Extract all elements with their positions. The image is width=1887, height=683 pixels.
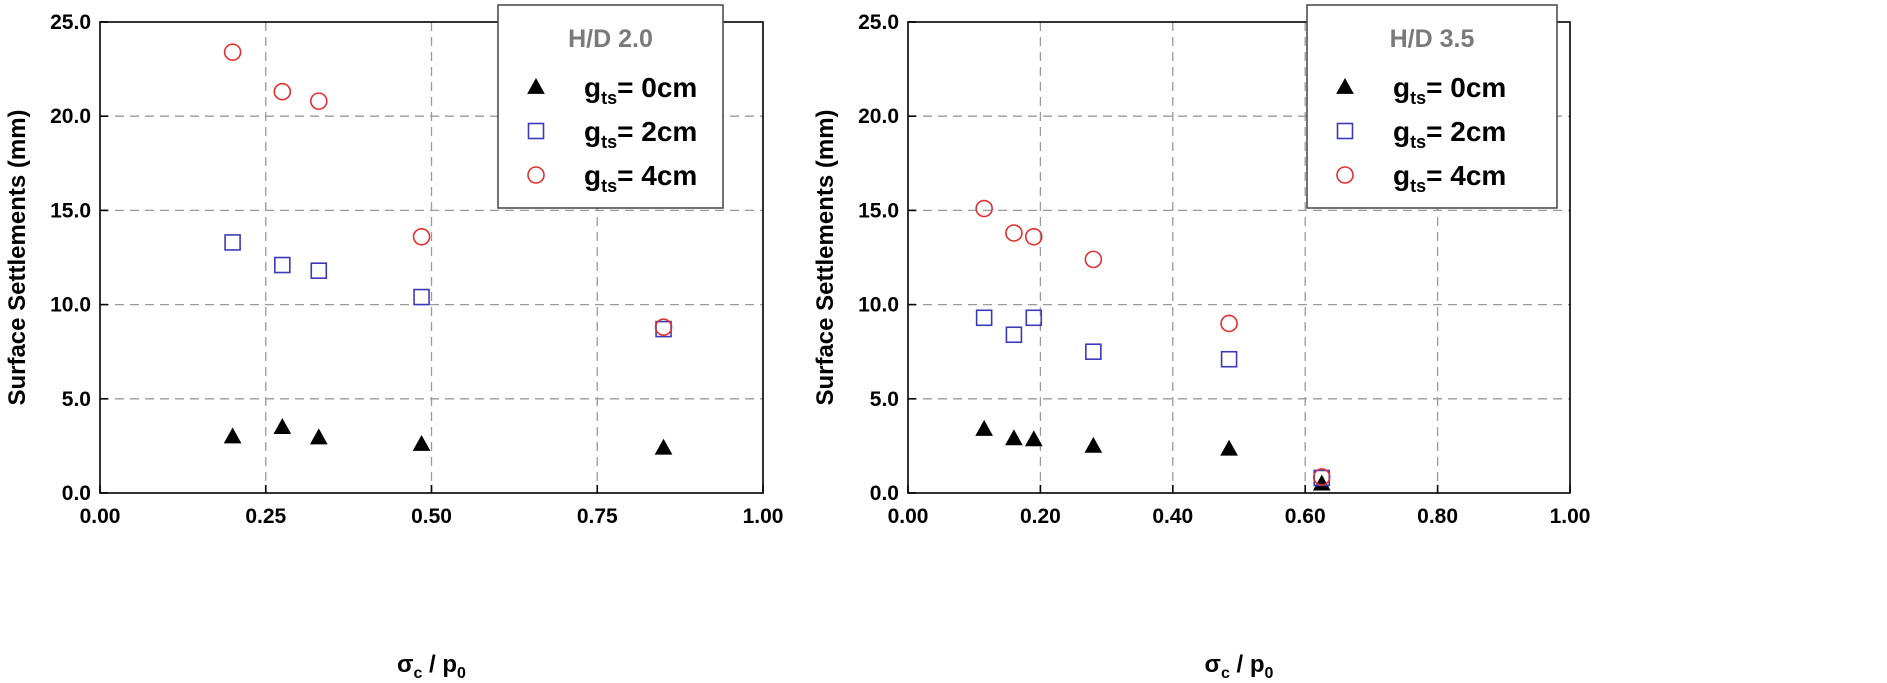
y-tick-label: 0.0	[62, 482, 91, 505]
data-point	[1005, 224, 1023, 242]
legend-label: gts= 0cm	[584, 72, 697, 108]
x-tick-label: 0.80	[1417, 505, 1458, 528]
data-point	[412, 434, 431, 451]
data-point	[310, 262, 328, 279]
y-tick-label: 5.0	[62, 388, 91, 411]
data-point	[1025, 309, 1043, 327]
plot-frame	[907, 21, 1571, 494]
y-tick-label: 10.0	[50, 294, 91, 317]
data-point	[975, 199, 993, 218]
x-tick-label: 0.20	[1020, 505, 1061, 528]
data-point	[1024, 227, 1043, 246]
legend-marker	[527, 122, 545, 140]
legend: H/D 3.5 gts= 0cm gts= 2cm gts= 4cm	[1306, 4, 1558, 209]
data-point	[1005, 326, 1023, 344]
legend-marker	[527, 166, 545, 184]
legend-box	[497, 4, 724, 209]
data-point	[223, 427, 242, 444]
data-point	[1005, 429, 1023, 446]
x-tick-label: 0.40	[1152, 505, 1193, 528]
data-point	[273, 82, 292, 101]
legend-box	[1306, 4, 1558, 209]
series-0cm	[223, 418, 673, 455]
x-tick-label: 0.25	[245, 505, 286, 528]
chart-panel-2: 0.00 0.20 0.40 0.60 0.80 1.00 0.0 5.0 10.0 15.0 20…	[812, 4, 1591, 682]
y-tick-label: 15.0	[50, 199, 91, 222]
data-point	[975, 309, 993, 327]
data-point	[309, 92, 328, 110]
legend-title: H/D 3.5	[1390, 25, 1475, 53]
y-tick-label: 25.0	[50, 11, 91, 34]
data-point	[1084, 250, 1103, 269]
data-point	[1312, 468, 1331, 486]
series-4cm	[975, 199, 1331, 486]
data-point	[1220, 439, 1238, 456]
data-point	[273, 418, 292, 434]
data-point	[975, 419, 993, 436]
y-tick-label: 10.0	[858, 294, 899, 317]
y-axis-title: Surface Settlements (mm)	[812, 109, 839, 405]
legend-marker	[1336, 122, 1354, 140]
x-tick-label: 0.00	[80, 505, 121, 528]
data-point	[1085, 343, 1102, 361]
legend-label: gts= 0cm	[1393, 72, 1506, 108]
data-point	[1024, 430, 1043, 447]
y-tick-label: 5.0	[870, 388, 899, 411]
data-point	[654, 318, 673, 337]
x-axis-title: σc / p0	[397, 651, 466, 682]
data-point	[274, 256, 291, 274]
data-point	[1220, 314, 1238, 333]
data-point	[654, 438, 673, 455]
y-tick-label: 0.0	[870, 482, 899, 505]
data-point	[1312, 474, 1331, 491]
x-tick-label: 0.60	[1285, 505, 1326, 528]
data-point	[1084, 436, 1103, 453]
data-point	[223, 43, 242, 61]
y-tick-label: 25.0	[858, 11, 899, 34]
y-tick-label: 20.0	[50, 105, 91, 128]
legend-label: gts= 4cm	[584, 160, 697, 196]
data-point	[224, 234, 241, 251]
x-tick-label: 0.00	[888, 505, 929, 528]
x-tick-label: 1.00	[1550, 505, 1591, 528]
y-tick-label: 15.0	[858, 199, 899, 222]
legend-marker	[1336, 77, 1354, 94]
legend-marker	[1336, 166, 1354, 184]
x-axis-title: σc / p0	[1205, 651, 1274, 682]
data-point	[1220, 350, 1238, 368]
chart-panel-1: 0.00 0.25 0.50 0.75 1.00 0.0 5.0 10.0 15.0 20.0 25…	[4, 4, 784, 682]
x-tick-label: 1.00	[743, 505, 784, 528]
legend-label: gts= 2cm	[584, 116, 697, 152]
data-point	[413, 288, 430, 306]
data-point	[412, 227, 431, 246]
series-2cm	[975, 309, 1331, 487]
series-2cm	[224, 234, 672, 338]
legend-marker	[527, 77, 545, 94]
data-point	[309, 428, 328, 445]
series-4cm	[223, 43, 673, 337]
y-axis-title: Surface Settlements (mm)	[4, 109, 31, 405]
legend-label: gts= 4cm	[1393, 160, 1506, 196]
legend-label: gts= 2cm	[1393, 116, 1506, 152]
y-tick-label: 20.0	[858, 105, 899, 128]
series-0cm	[975, 419, 1331, 491]
legend-title: H/D 2.0	[568, 25, 653, 53]
x-tick-label: 0.75	[577, 505, 618, 528]
legend: H/D 2.0 gts= 0cm gts= 2cm gts= 4cm	[497, 4, 724, 209]
data-point	[655, 320, 672, 338]
x-tick-label: 0.50	[411, 505, 452, 528]
